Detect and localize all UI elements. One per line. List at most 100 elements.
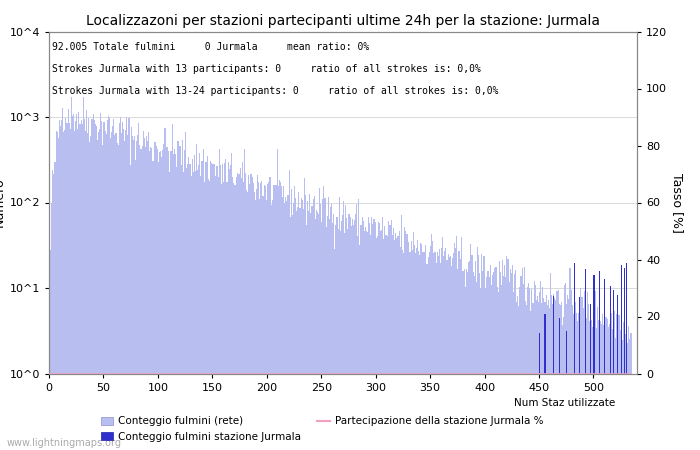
Bar bbox=[536, 300, 537, 450]
Bar bbox=[307, 201, 308, 450]
Bar bbox=[241, 162, 243, 450]
Bar bbox=[82, 124, 83, 450]
Bar bbox=[540, 281, 541, 450]
Bar bbox=[204, 162, 206, 450]
Bar bbox=[353, 225, 354, 450]
Bar bbox=[186, 168, 188, 450]
Bar bbox=[517, 296, 518, 450]
Bar bbox=[535, 285, 536, 450]
Bar bbox=[209, 180, 210, 450]
Bar bbox=[214, 176, 216, 450]
Bar bbox=[83, 98, 84, 450]
Bar bbox=[539, 292, 540, 450]
Bar bbox=[171, 151, 172, 450]
Bar bbox=[484, 288, 486, 450]
Bar bbox=[577, 321, 578, 450]
Bar bbox=[172, 125, 173, 450]
Bar bbox=[174, 149, 175, 450]
Bar bbox=[410, 241, 412, 450]
Bar bbox=[560, 305, 561, 450]
Text: www.lightningmaps.org: www.lightningmaps.org bbox=[7, 438, 122, 448]
Bar bbox=[255, 200, 256, 450]
Bar bbox=[526, 305, 527, 450]
Bar bbox=[188, 157, 190, 450]
Bar bbox=[55, 131, 57, 450]
Bar bbox=[347, 229, 349, 450]
Bar bbox=[158, 162, 159, 450]
Bar bbox=[503, 276, 504, 450]
Bar bbox=[541, 303, 542, 450]
Bar bbox=[553, 294, 554, 450]
Bar bbox=[482, 271, 484, 450]
Bar bbox=[562, 325, 563, 450]
Bar bbox=[346, 218, 347, 450]
Bar bbox=[587, 292, 588, 450]
Bar bbox=[601, 324, 602, 450]
Bar bbox=[474, 276, 475, 450]
Bar bbox=[281, 186, 282, 450]
Bar bbox=[97, 140, 98, 450]
Bar bbox=[163, 144, 164, 450]
Bar bbox=[71, 97, 72, 450]
Bar bbox=[565, 283, 566, 450]
Bar bbox=[49, 374, 50, 450]
Bar bbox=[62, 108, 63, 450]
Bar bbox=[306, 225, 307, 450]
Bar bbox=[197, 170, 198, 450]
Bar bbox=[542, 287, 543, 450]
Bar bbox=[239, 168, 241, 450]
Bar bbox=[228, 162, 229, 450]
Bar bbox=[615, 338, 616, 450]
Y-axis label: Tasso [%]: Tasso [%] bbox=[671, 172, 684, 233]
Bar bbox=[356, 204, 357, 450]
Bar bbox=[360, 225, 361, 450]
Bar bbox=[457, 269, 458, 450]
Bar bbox=[341, 221, 342, 450]
Bar bbox=[73, 113, 74, 450]
Bar bbox=[288, 170, 290, 450]
Bar bbox=[77, 129, 78, 450]
Bar bbox=[424, 252, 425, 450]
Bar bbox=[594, 291, 596, 450]
Bar bbox=[199, 153, 200, 450]
Bar bbox=[608, 327, 609, 450]
Bar bbox=[433, 253, 435, 450]
Bar bbox=[130, 165, 131, 450]
Bar bbox=[112, 126, 113, 450]
Bar bbox=[515, 270, 516, 450]
Bar bbox=[588, 303, 589, 450]
Bar bbox=[249, 184, 251, 450]
Text: Num Staz utilizzate: Num Staz utilizzate bbox=[514, 398, 616, 408]
Bar bbox=[364, 231, 365, 450]
Bar bbox=[573, 315, 574, 450]
Bar bbox=[423, 252, 424, 450]
Bar bbox=[150, 147, 151, 450]
Bar bbox=[293, 203, 294, 450]
Bar bbox=[431, 234, 433, 450]
Bar bbox=[610, 286, 611, 450]
Bar bbox=[404, 227, 405, 450]
Bar bbox=[494, 268, 496, 450]
Bar bbox=[590, 303, 592, 450]
Bar bbox=[506, 256, 507, 450]
Bar bbox=[625, 333, 626, 450]
Bar bbox=[435, 263, 437, 450]
Bar bbox=[555, 300, 556, 450]
Bar bbox=[126, 117, 127, 450]
Bar bbox=[319, 188, 320, 450]
Bar bbox=[72, 117, 73, 450]
Bar bbox=[629, 339, 631, 450]
Bar bbox=[440, 263, 441, 450]
Bar bbox=[390, 225, 391, 450]
Bar bbox=[391, 220, 392, 450]
Bar bbox=[417, 240, 418, 450]
Bar bbox=[227, 182, 228, 450]
Bar bbox=[574, 322, 575, 450]
Bar bbox=[160, 151, 161, 450]
Bar bbox=[266, 200, 267, 450]
Bar bbox=[611, 313, 612, 450]
Bar bbox=[120, 117, 121, 450]
Bar bbox=[321, 222, 322, 450]
Bar bbox=[292, 215, 293, 450]
Bar bbox=[260, 184, 261, 450]
